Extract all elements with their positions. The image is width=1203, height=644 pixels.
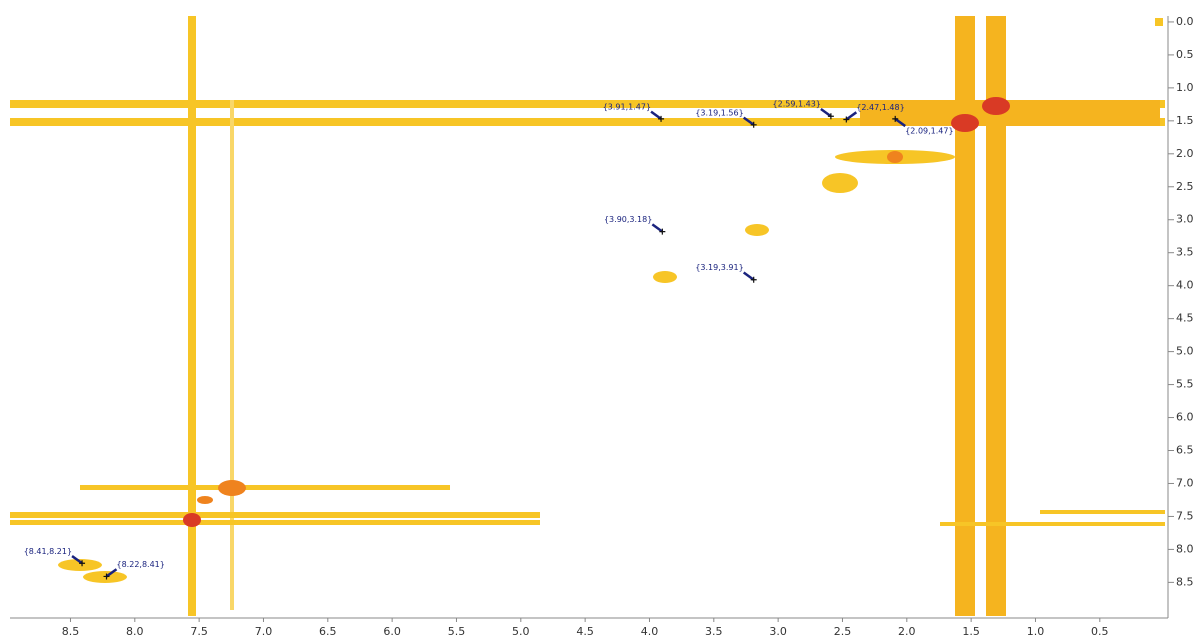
peak: [892, 115, 899, 122]
contour-band: [940, 522, 1165, 526]
annotation-arrow: [650, 110, 662, 120]
contour-peak: [1155, 18, 1163, 26]
y-tick-label: 0.0: [1176, 15, 1194, 28]
peak-label: {8.22,8.41}: [117, 560, 165, 569]
contour-band: [1040, 510, 1165, 514]
contour-band: [230, 100, 234, 610]
x-tick-label: 7.5: [190, 625, 208, 638]
x-tick-label: 5.5: [448, 625, 466, 638]
y-tick-label: 8.5: [1176, 575, 1194, 588]
x-tick-label: 2.5: [834, 625, 852, 638]
y-tick-label: 2.0: [1176, 147, 1194, 160]
contour-band: [986, 16, 1006, 616]
peak: [659, 228, 666, 235]
peak-label: {3.19,1.56}: [695, 108, 743, 117]
peak-label: {3.90,3.18}: [604, 215, 652, 224]
annotation-arrow: [845, 111, 858, 121]
x-tick-label: 2.0: [898, 625, 916, 638]
annotation-arrow: [894, 117, 906, 128]
contour-peak: [887, 151, 903, 163]
x-tick-label: 4.0: [641, 625, 659, 638]
y-tick-label: 1.0: [1176, 81, 1194, 94]
y-tick-label: 4.0: [1176, 279, 1194, 292]
y-tick-label: 5.5: [1176, 378, 1194, 391]
contours: [10, 16, 1165, 616]
annotation-arrow: [742, 271, 755, 281]
x-tick-label: 8.5: [62, 625, 80, 638]
contour-band: [10, 100, 1165, 108]
y-tick-label: 0.5: [1176, 48, 1194, 61]
contour-band: [80, 485, 450, 490]
y-tick-label: 3.5: [1176, 246, 1194, 259]
contour-peak: [183, 513, 201, 527]
peak-label: {2.59,1.43}: [773, 100, 821, 109]
contour-peak: [745, 224, 769, 236]
y-tick-label: 8.0: [1176, 542, 1194, 555]
annotation-arrow: [71, 555, 83, 565]
contour-peak: [951, 114, 979, 132]
x-tick-label: 3.0: [769, 625, 787, 638]
peak-label: {2.09,1.47}: [905, 126, 953, 135]
contour-peak: [218, 480, 246, 496]
contour-band: [955, 16, 975, 616]
peak: [103, 573, 110, 580]
y-tick-label: 1.5: [1176, 114, 1194, 127]
peak-label: {2.47,1.48}: [856, 103, 904, 112]
x-tick-label: 1.0: [1027, 625, 1045, 638]
contour-peak: [653, 271, 677, 283]
x-tick-label: 8.0: [126, 625, 144, 638]
x-tick-label: 4.5: [576, 625, 594, 638]
y-tick-label: 6.5: [1176, 444, 1194, 457]
x-tick-label: 3.5: [705, 625, 723, 638]
contour-band: [10, 512, 540, 518]
peak: [79, 560, 86, 567]
peak-label: {3.19,3.91}: [695, 263, 743, 272]
y-tick-label: 6.0: [1176, 411, 1194, 424]
peak-label: {3.91,1.47}: [603, 102, 651, 111]
x-tick-label: 6.5: [319, 625, 337, 638]
y-tick-label: 5.0: [1176, 345, 1194, 358]
y-tick-label: 3.0: [1176, 213, 1194, 226]
peak: [843, 116, 850, 123]
y-tick-label: 2.5: [1176, 180, 1194, 193]
peak: [827, 113, 834, 120]
annotation-arrow: [820, 108, 832, 118]
peak: [750, 276, 757, 283]
x-tick-label: 6.0: [383, 625, 401, 638]
y-tick-label: 4.5: [1176, 312, 1194, 325]
annotation-arrow: [742, 116, 755, 126]
peak: [658, 115, 665, 122]
x-tick-label: 5.0: [512, 625, 530, 638]
contour-peak: [197, 496, 213, 504]
y-tick-label: 7.0: [1176, 476, 1194, 489]
x-tick-label: 1.5: [962, 625, 980, 638]
x-tick-label: 7.0: [255, 625, 273, 638]
contour-peak: [982, 97, 1010, 115]
annotation-arrow: [651, 223, 664, 233]
contour-band: [10, 118, 1165, 126]
contour-band: [10, 520, 540, 525]
peak-label: {8.41,8.21}: [24, 547, 72, 556]
contour-band: [188, 16, 196, 616]
annotation-arrow: [105, 568, 118, 578]
contour-peak: [822, 173, 858, 193]
y-tick-label: 7.5: [1176, 509, 1194, 522]
peak: [750, 121, 757, 128]
contour-band: [860, 100, 1160, 126]
contour-peak: [58, 559, 102, 571]
x-tick-label: 0.5: [1091, 625, 1109, 638]
